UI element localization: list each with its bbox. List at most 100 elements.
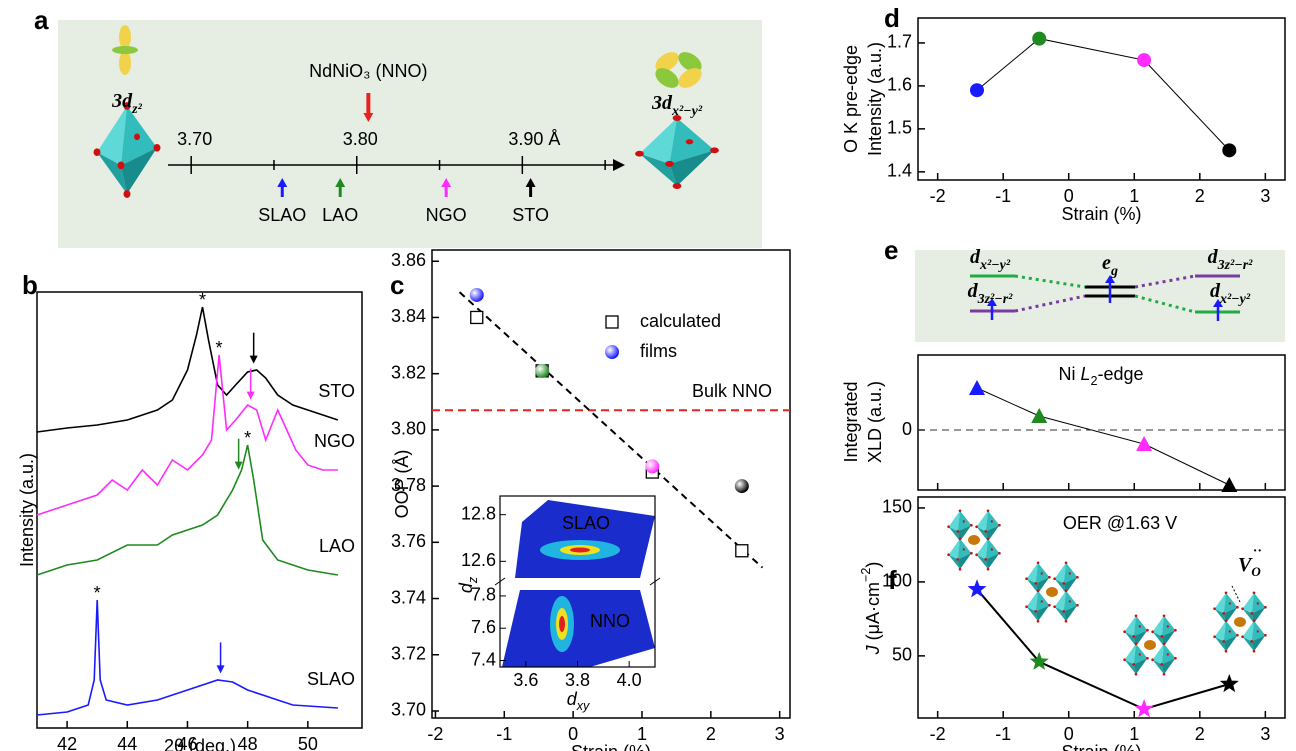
x-tick-label: 46 [177,734,197,751]
y-tick-label: 0 [902,419,912,439]
y-tick-label: 3.82 [391,362,426,382]
y-axis-label: J (μA·cm−2) [859,562,882,656]
film-point [469,287,484,302]
tick-label: 3.80 [343,129,378,149]
x-tick-label: 42 [57,734,77,751]
x-tick-label: 0 [1064,186,1074,206]
title-part: Ni [1058,364,1080,384]
orbital-label: d3z²−r² [968,280,1014,307]
y-axis-label: XLD (a.u.) [865,381,885,463]
inset-y-label-sub: z [466,576,480,584]
y-tick-label: 1.4 [887,161,912,181]
legend-label: calculated [640,311,721,331]
calculated-point [735,544,749,558]
eg-label: eg [1102,252,1118,279]
vacancy-pointer [1231,585,1241,603]
point [967,579,987,598]
x-tick-label: 1 [637,724,647,744]
peak-marker: * [216,338,223,358]
arrow-head [246,391,255,400]
inset-x-label-sub: xy [576,699,590,713]
orbital-label-base: 3d [651,92,673,114]
x-axis-label: Strain (%) [571,742,651,751]
point [1136,436,1153,451]
y-tick-label: 3.84 [391,306,426,326]
inset-x-tick-label: 3.6 [513,670,538,690]
inset-map-label: SLAO [562,513,610,533]
orbital-label-sub: z² [131,102,142,117]
orbital-label: 3dx²−y² [651,92,703,119]
y-tick-label: 100 [882,571,912,591]
ylabel-part: −2 [859,568,873,582]
y-axis-label: Intensity (a.u.) [17,453,37,567]
energy-levels [970,274,1240,321]
ylabel-part: ) [863,562,883,568]
plot-frame [917,496,1286,719]
y-tick-label: 3.72 [391,644,426,664]
xrd-curve [36,599,338,716]
substrate-label: SLAO [258,205,306,225]
inset-map-label: NNO [590,611,630,631]
axis-break [494,577,506,586]
orbital-label-sub: x²−y² [671,104,703,119]
arrow-head [277,178,288,187]
axis-arrow [613,159,625,171]
series-label: SLAO [307,669,355,689]
xrd-curve [36,444,339,576]
x-tick-label: 3 [1260,186,1270,206]
point [969,83,984,98]
ylabel-part: J [863,644,883,655]
x-tick-label: -2 [427,724,443,744]
axis-break [649,577,661,586]
x-tick-label: 2 [1195,724,1205,744]
trend-line [976,588,1230,711]
orbital-sub: x²−y² [979,258,1011,273]
orbital-label: d3z²−r² [1208,246,1254,273]
series-label: NGO [314,431,355,451]
y-tick-label: 50 [892,645,912,665]
orbital-dz2 [112,25,138,75]
inset-y-tick-label: 12.6 [461,550,496,570]
orbital-label: dx²−y² [970,246,1011,273]
plot-frame [917,354,1286,491]
tick-label: 3.90 Å [508,129,560,149]
y-axis-label: Intensity (a.u.) [865,42,885,156]
x-tick-label: 3 [775,724,785,744]
fit-line [458,291,764,569]
peak-marker: * [244,428,251,448]
eg-base: e [1102,252,1111,274]
y-tick-label: 3.76 [391,531,426,551]
inset-y-label-base: d [456,582,476,593]
point [1029,651,1049,670]
trend-line [976,38,1230,151]
panel-label: f [888,565,897,595]
orbital-sub: 3z²−r² [977,292,1014,307]
y-tick-label: 1.7 [887,32,912,52]
panel-label: b [22,270,38,300]
point [1134,699,1154,718]
rsm-map [502,500,655,667]
panel-a-background [58,20,762,248]
tick-label: 3.70 [177,129,212,149]
orbital-base: d [1208,246,1219,268]
eg-sub: g [1110,264,1118,279]
orbital-base: d [1210,280,1221,302]
panel-label: d [884,3,900,33]
y-axis-label: Integrated [841,381,861,462]
orbital-dx2y2 [655,52,702,88]
reference-label: Bulk NNO [692,381,772,401]
inset-y-tick-label: 12.8 [461,503,496,523]
x-tick-label: 3 [1260,724,1270,744]
x-tick-label: 0 [1064,724,1074,744]
x-tick-label: 48 [238,734,258,751]
panel-label: e [884,235,898,265]
orbital-label: dx²−y² [1210,280,1251,307]
arrow-head [441,178,452,187]
title-part: 2 [1090,374,1097,388]
inset-y-label: dz [456,576,481,593]
series-label: STO [318,381,355,401]
y-tick-label: 150 [882,497,912,517]
substrate-label: NGO [426,205,467,225]
orbital-sub: x²−y² [1219,292,1251,307]
y-tick-label: 3.74 [391,587,426,607]
